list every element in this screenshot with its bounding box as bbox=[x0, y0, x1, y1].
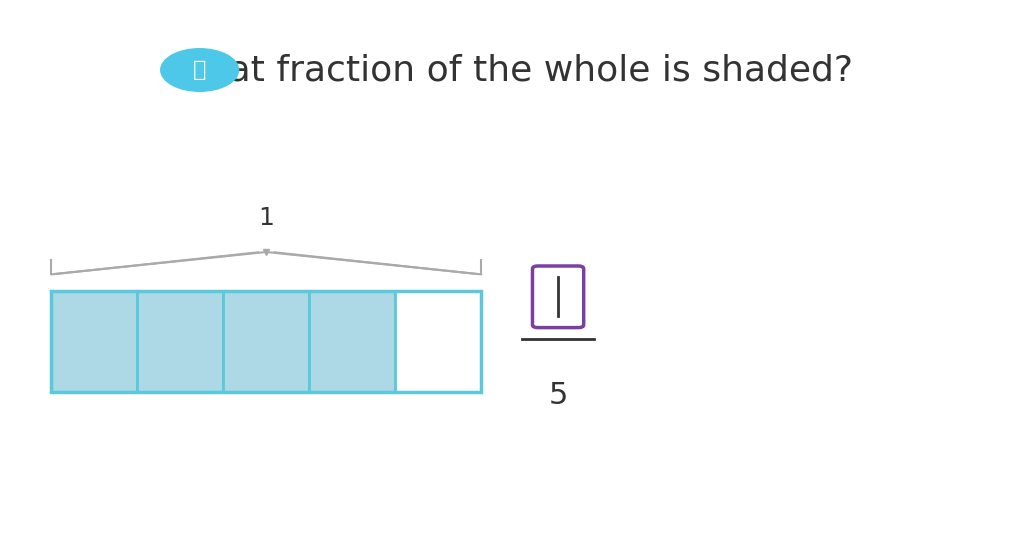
FancyBboxPatch shape bbox=[532, 266, 584, 328]
Circle shape bbox=[161, 49, 239, 91]
FancyBboxPatch shape bbox=[223, 291, 309, 392]
FancyBboxPatch shape bbox=[137, 291, 223, 392]
Text: What fraction of the whole is shaded?: What fraction of the whole is shaded? bbox=[171, 53, 853, 87]
FancyBboxPatch shape bbox=[309, 291, 395, 392]
Text: 5: 5 bbox=[549, 381, 567, 410]
Text: 🔊: 🔊 bbox=[193, 60, 207, 80]
FancyBboxPatch shape bbox=[51, 291, 137, 392]
Text: 1: 1 bbox=[258, 206, 274, 230]
FancyBboxPatch shape bbox=[395, 291, 481, 392]
